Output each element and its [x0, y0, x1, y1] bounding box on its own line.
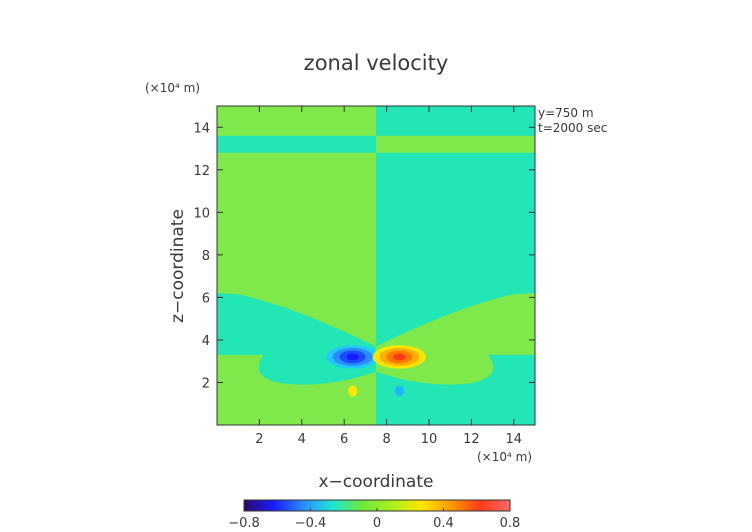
- colorbar-tick-label: −0.8: [228, 516, 260, 531]
- y-tick-label: 2: [202, 376, 210, 391]
- x-tick-label: 8: [382, 432, 390, 447]
- colorbar-ticks: −0.8 −0.4 0 0.4 0.8: [228, 508, 520, 531]
- x-tick-label: 6: [340, 432, 348, 447]
- field-band-right: [376, 135, 535, 153]
- colorbar-tick-label: 0.4: [433, 516, 454, 531]
- x-unit-label: (×10⁴ m): [477, 450, 532, 464]
- plot-frame: [216, 105, 536, 426]
- feature-small-negative-blob: [394, 385, 404, 397]
- x-tick-label: 12: [463, 432, 480, 447]
- feature-small-positive-blob: [348, 385, 358, 397]
- annotation-t: t=2000 sec: [538, 121, 607, 135]
- x-tick-label: 14: [506, 432, 523, 447]
- y-tick-label: 6: [202, 291, 210, 306]
- y-tick-label: 10: [193, 206, 210, 221]
- x-axis-label: x−coordinate: [319, 472, 434, 492]
- y-axis-ticks: 2 4 6 8 10 12 14: [193, 121, 535, 391]
- y-tick-label: 8: [202, 249, 210, 264]
- x-tick-label: 10: [421, 432, 438, 447]
- x-axis-ticks: 2 4 6 8 10 12 14: [255, 106, 522, 447]
- x-tick-label: 4: [298, 432, 306, 447]
- colorbar-tick-label: 0: [373, 516, 381, 531]
- y-tick-label: 14: [193, 121, 210, 136]
- feature-positive-core: [372, 345, 426, 369]
- chart-title: zonal velocity: [304, 51, 449, 75]
- y-axis-label: z−coordinate: [168, 209, 188, 323]
- y-tick-label: 4: [202, 334, 210, 349]
- y-tick-label: 12: [193, 164, 210, 179]
- field-band-left: [217, 135, 376, 153]
- x-tick-label: 2: [255, 432, 263, 447]
- feature-negative-core: [326, 345, 380, 369]
- colorbar-tick-label: 0.8: [500, 516, 521, 531]
- colorbar-tick-label: −0.4: [295, 516, 327, 531]
- y-unit-label: (×10⁴ m): [145, 81, 200, 95]
- velocity-field: [217, 106, 535, 425]
- annotation-y: y=750 m: [538, 106, 594, 120]
